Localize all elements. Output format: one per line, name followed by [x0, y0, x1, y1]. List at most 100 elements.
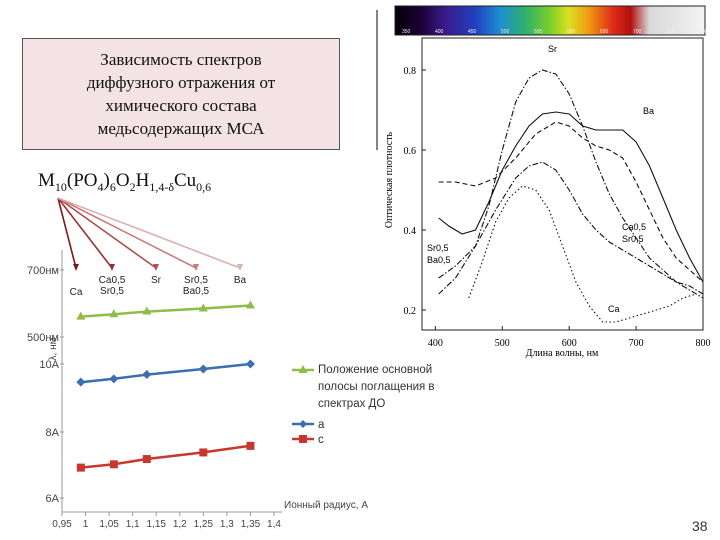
spectrum-tick-label: 350 — [402, 29, 411, 35]
radius-y-tick-label: 6А — [46, 493, 60, 505]
radius-x-tick-label: 1 — [83, 519, 89, 530]
spectra-label-sr05: Sr0,5 — [622, 234, 644, 244]
composition-label: Ca — [70, 287, 83, 298]
radius-series-line — [80, 444, 251, 469]
radius-legend-label-main: Положение основной полосы поглащения в спе… — [318, 364, 435, 410]
radius-x-tick-label: 1,15 — [146, 519, 166, 530]
spectrum-tick-label: 600 — [567, 29, 576, 35]
radius-x-tick-label: 1,25 — [194, 519, 214, 530]
spectrum-tick-label: 500 — [501, 29, 510, 35]
composition-arrowhead — [237, 264, 243, 271]
spectra-y-tick-label: 0.4 — [404, 226, 417, 237]
radius-series-line — [80, 362, 251, 384]
radius-point-diamond — [109, 374, 119, 384]
radius-legend-label-a: a — [318, 419, 325, 431]
spectra-label-ba05: Ba0,5 — [427, 255, 451, 265]
radius-x-tick-label: 1,2 — [173, 519, 187, 530]
radius-legend-line: спектрах ДО — [318, 398, 385, 410]
composition-arrow — [57, 197, 197, 269]
composition-label: Ba — [234, 275, 247, 286]
composition-label: Ba0,5 — [183, 286, 210, 297]
composition-label: Sr0,5 — [100, 286, 124, 297]
radius-point-diamond — [142, 370, 152, 380]
spectra-x-tick-label: 800 — [696, 338, 711, 349]
composition-arrow — [57, 197, 157, 269]
composition-label: Ca0,5 — [99, 275, 126, 286]
radius-legend-line: Положение основной — [318, 364, 432, 376]
spectra-plot-frame — [421, 37, 704, 331]
title-line: Зависимость спектров — [100, 50, 262, 69]
radius-x-tick-label: 1,35 — [241, 519, 261, 530]
radius-point-triangle — [198, 303, 208, 312]
radius-point-square — [246, 441, 255, 450]
composition-arrowhead — [109, 264, 115, 271]
radius-legend-marker — [298, 365, 308, 373]
radius-point-diamond — [245, 359, 255, 369]
spectrum-tick-label: 700 — [633, 29, 642, 35]
spectra-y-tick-label: 0.8 — [404, 66, 417, 77]
radius-x-axis-label: Ионный радиус, А — [284, 500, 368, 511]
radius-x-tick-label: 1,1 — [126, 519, 140, 530]
title-line: химического состава — [105, 96, 257, 115]
composition-arrow — [57, 197, 77, 269]
spectra-series-line — [438, 69, 704, 299]
spectra-label-sr: Sr — [548, 44, 557, 54]
spectra-label-sr05b: Sr0,5 — [427, 243, 449, 253]
title-line: диффузного отражения от — [86, 73, 276, 92]
spectrum-tick-label: 750 — [666, 29, 675, 35]
spectra-label-ca: Ca — [608, 304, 620, 314]
spectra-y-tick-label: 0.6 — [404, 146, 417, 157]
radius-point-diamond — [198, 364, 208, 374]
composition-arrow — [57, 197, 241, 269]
spectrum-tick-label: 400 — [435, 29, 444, 35]
radius-y-tick-label: 8А — [46, 427, 60, 439]
radius-point-diamond — [76, 377, 86, 387]
spectrum-tick-label: 550 — [534, 29, 543, 35]
spectra-y-tick-label: 0.2 — [404, 306, 417, 317]
composition-label: Sr — [151, 275, 162, 286]
spectra-x-tick-label: 500 — [495, 338, 510, 349]
spectrum-tick-label: 450 — [468, 29, 477, 35]
radius-point-triangle — [245, 300, 255, 309]
spectrum-bar — [394, 5, 706, 36]
spectrum-tick-label: 800 — [699, 29, 708, 35]
radius-series-line — [80, 304, 251, 318]
spectra-series-line — [438, 161, 704, 295]
page-number: 38 — [692, 518, 708, 534]
composition-arrowhead — [153, 264, 159, 271]
composition-label: Sr0,5 — [184, 275, 208, 286]
composition-arrow — [57, 197, 113, 269]
radius-point-square — [109, 460, 118, 469]
radius-x-tick-label: 1,05 — [99, 519, 119, 530]
radius-y-tick-label: 500нм — [27, 332, 59, 344]
composition-arrowhead — [73, 264, 79, 271]
spectra-x-axis-label: Длина волны, нм — [526, 348, 599, 359]
spectrum-tick-label: 650 — [600, 29, 609, 35]
radius-point-triangle — [76, 311, 86, 320]
spectra-series-line — [468, 185, 697, 323]
spectra-y-axis-label: Оптическая плотность — [384, 131, 395, 228]
radius-x-tick-label: 0,95 — [52, 519, 72, 530]
radius-legend-marker — [299, 420, 307, 428]
radius-legend-label-c: c — [318, 434, 324, 446]
spectra-label-ba: Ba — [643, 106, 654, 116]
radius-point-square — [142, 455, 151, 464]
radius-point-triangle — [109, 309, 119, 318]
spectra-label-ca05: Ca0,5 — [622, 222, 646, 232]
radius-legend-marker — [299, 435, 307, 443]
spectra-series-line — [438, 121, 704, 283]
radius-x-tick-label: 1,4 — [267, 519, 281, 530]
radius-point-triangle — [142, 306, 152, 315]
title-box: Зависимость спектров диффузного отражени… — [22, 38, 340, 150]
radius-x-tick-label: 1,3 — [220, 519, 234, 530]
title-line: медьсодержащих МСА — [97, 119, 265, 138]
radius-point-square — [76, 463, 85, 472]
radius-legend-line: полосы поглащения в — [318, 381, 435, 393]
spectra-x-tick-label: 700 — [629, 338, 644, 349]
spectra-x-tick-label: 600 — [562, 338, 577, 349]
chemical-formula: M10(PO4)6O2H1,4-δCu0,6 — [38, 170, 212, 194]
spectra-series-line — [438, 111, 704, 283]
radius-point-square — [199, 448, 208, 457]
radius-y-axis-label: λ, нм — [48, 337, 59, 360]
